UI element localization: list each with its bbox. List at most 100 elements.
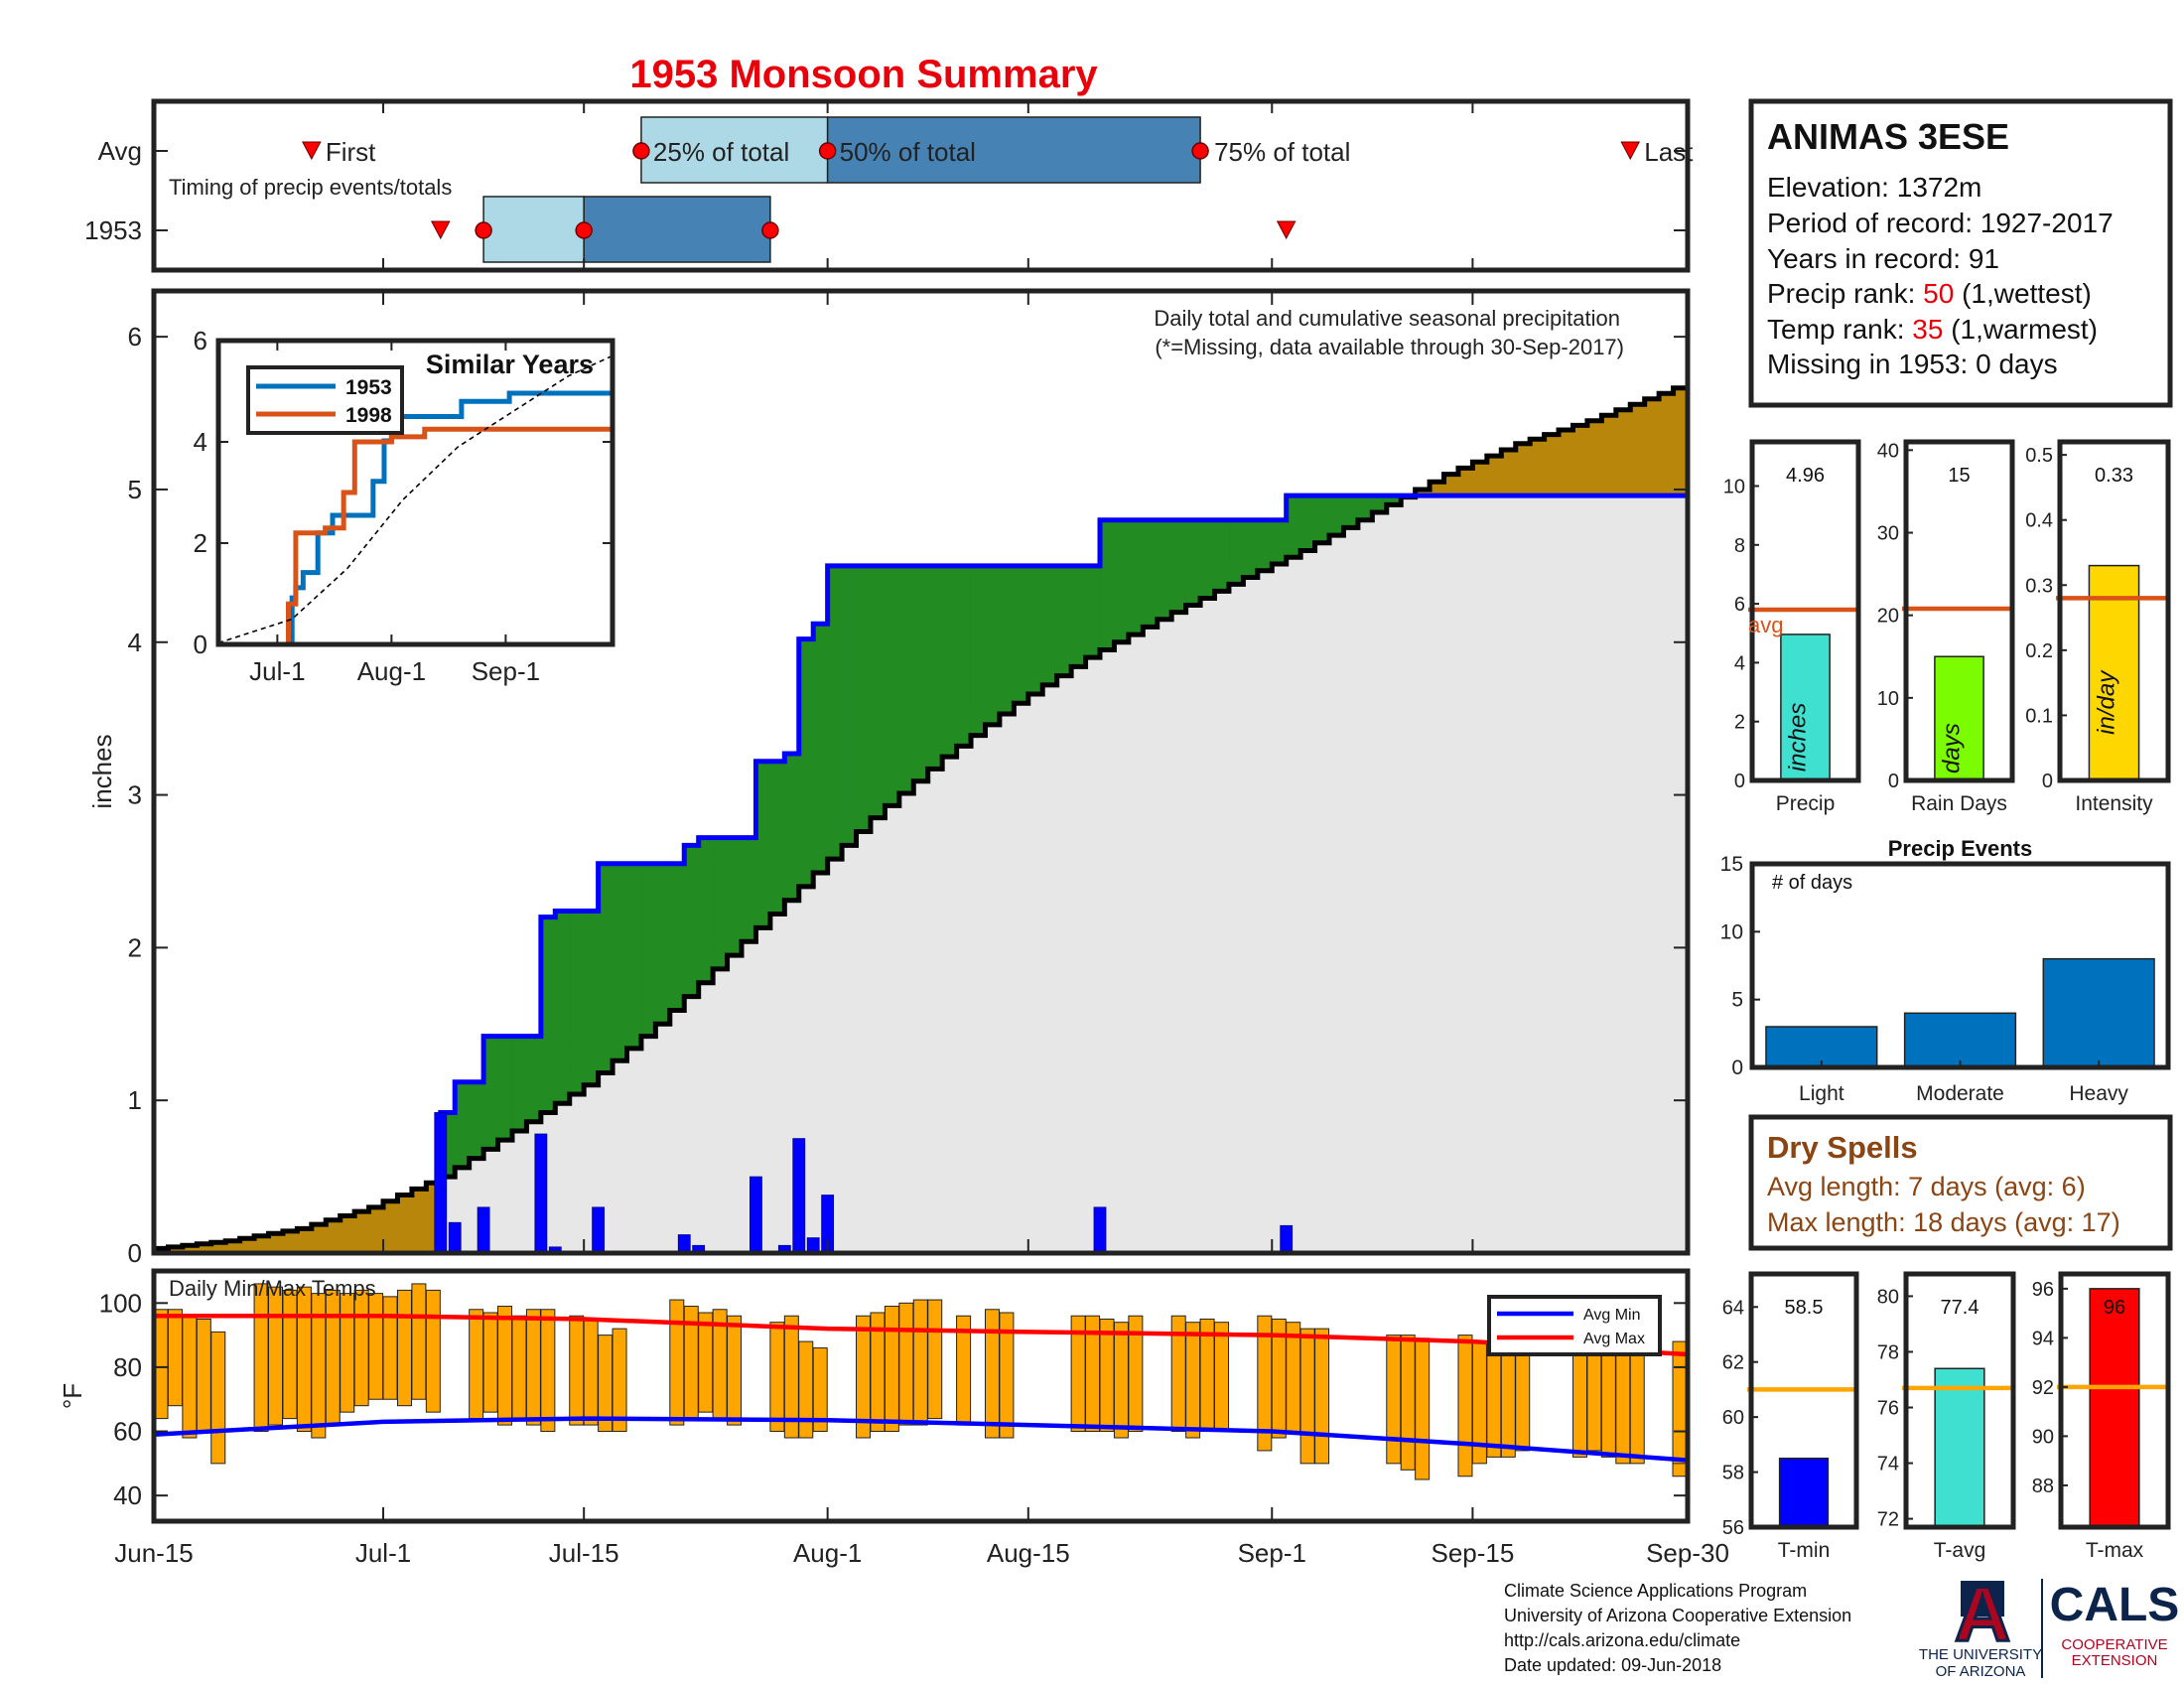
x-tick-label: Aug-15	[987, 1538, 1070, 1568]
events-bar	[2042, 957, 2155, 1068]
daily-temp-bar	[1515, 1340, 1531, 1452]
events-y-tick-label: 0	[1731, 1056, 1743, 1079]
avg-q25-marker	[632, 142, 650, 160]
station-years: Years in record: 91	[1767, 243, 1999, 274]
daily-temp-bar	[812, 1347, 828, 1433]
station-name: ANIMAS 3ESE	[1767, 116, 2009, 157]
inset-x-tick-label: Jul-1	[249, 656, 305, 686]
daily-temp-bar	[1314, 1328, 1330, 1465]
stat-unit-label: days	[1939, 723, 1966, 774]
stat-value-label: 0.33	[2095, 465, 2133, 487]
events-bar	[1903, 1012, 2017, 1068]
daily-precip-bar	[792, 1138, 806, 1254]
daily-temp-bar	[268, 1286, 284, 1426]
daily-temp-bar	[1486, 1343, 1502, 1458]
daily-temp-bar	[425, 1289, 441, 1413]
inset-y-tick-label: 0	[194, 630, 207, 659]
stat-panel-label: Intensity	[2075, 792, 2153, 815]
dry-spells-box: Dry Spells Avg length: 7 days (avg: 6) M…	[1748, 1114, 2173, 1251]
daily-temp-bar	[396, 1289, 412, 1407]
y-tick-label: 6	[128, 322, 142, 352]
stat-value-label: 96	[2104, 1297, 2125, 1319]
daily-temp-bar	[1600, 1347, 1616, 1458]
year-first-marker-icon	[430, 220, 451, 240]
events-category-label: Moderate	[1916, 1082, 2004, 1105]
daily-temp-bar	[1629, 1347, 1645, 1465]
temps-y-tick-label: 60	[113, 1417, 142, 1447]
daily-temp-bar	[469, 1309, 484, 1420]
missing-days: Missing in 1953: 0 days	[1767, 349, 2058, 379]
inset-title: Similar Years	[426, 350, 594, 379]
row-label-year: 1953	[84, 215, 142, 245]
daily-precip-bar	[677, 1234, 691, 1254]
daily-temp-bar	[368, 1293, 384, 1400]
stat-value-label: 77.4	[1941, 1297, 1979, 1319]
q50-label: 50% of total	[840, 137, 976, 167]
cals-logo-line-2: EXTENSION	[2072, 1652, 2158, 1669]
x-tick-label: Sep-30	[1646, 1538, 1729, 1568]
daily-temp-bar	[1400, 1335, 1416, 1471]
row-label-avg: Avg	[98, 136, 142, 166]
stat-y-tick-label: 96	[2032, 1279, 2054, 1301]
stat-panel-label: T-max	[2086, 1539, 2144, 1562]
footer-line-3: http://cals.arizona.edu/climate	[1504, 1630, 1740, 1650]
daily-temp-bar	[411, 1283, 427, 1400]
events-category-label: Heavy	[2069, 1082, 2128, 1105]
x-tick-label: Sep-15	[1431, 1538, 1514, 1568]
daily-precip-bar	[448, 1221, 462, 1254]
daily-temp-bar	[210, 1331, 226, 1465]
avg-max-line	[154, 1313, 1689, 1357]
stat-value-label: 58.5	[1785, 1297, 1824, 1319]
station-period: Period of record: 1927-2017	[1767, 208, 2114, 238]
ua-logo-line-1: THE UNIVERSITY	[1919, 1646, 2042, 1663]
stat-panel-label: T-avg	[1934, 1539, 1986, 1562]
y-tick-label: 0	[128, 1238, 142, 1268]
temps-legend	[1487, 1295, 1662, 1356]
daily-precip-bar	[592, 1206, 606, 1254]
chart-subtitle: (*=Missing, data available through 30-Se…	[1155, 335, 1624, 359]
daily-temp-bar	[1386, 1335, 1402, 1465]
stat-bar	[1934, 655, 1984, 781]
daily-temp-bar	[497, 1306, 513, 1426]
dry-avg-length: Avg length: 7 days (avg: 6)	[1767, 1172, 2086, 1201]
dry-max-length: Max length: 18 days (avg: 17)	[1767, 1207, 2120, 1237]
daily-temp-bar	[167, 1309, 183, 1407]
events-y-tick-label: 15	[1720, 853, 1743, 876]
daily-precip-bar	[477, 1206, 490, 1254]
timing-frame	[151, 98, 1691, 273]
ua-a-logo-icon: A	[1955, 1570, 2010, 1657]
first-label: First	[326, 137, 376, 167]
inset-legend	[246, 365, 404, 435]
stat-y-tick-label: 72	[1877, 1509, 1899, 1531]
daily-temp-bar	[282, 1289, 298, 1420]
normal-cumulative-area	[154, 382, 1688, 1253]
daily-precip-bar	[750, 1176, 762, 1254]
daily-temp-bar	[1286, 1322, 1301, 1433]
stat-y-tick-label: 0	[2042, 771, 2053, 792]
stat-avg-label: avg	[1748, 613, 1783, 637]
stat-panel-frame	[2058, 1271, 2171, 1530]
daily-temp-bar	[1672, 1353, 1688, 1465]
figure-title: 1953 Monsoon Summary	[629, 53, 1098, 96]
footer-line-1: Climate Science Applications Program	[1504, 1581, 1807, 1601]
daily-temp-bar	[525, 1309, 541, 1426]
stat-y-tick-label: 62	[1722, 1352, 1744, 1374]
stat-y-tick-label: 94	[2032, 1328, 2054, 1349]
stat-y-tick-label: 74	[1877, 1454, 1899, 1476]
temp-rank: Temp rank: 35 (1,warmest)	[1767, 314, 2098, 345]
stat-y-tick-label: 10	[1723, 476, 1745, 497]
daily-temp-bar	[569, 1315, 585, 1426]
avg-last-marker-icon	[1620, 141, 1641, 161]
station-elevation: Elevation: 1372m	[1767, 172, 1981, 203]
daily-temp-bar	[984, 1309, 1000, 1439]
stat-y-tick-label: 88	[2032, 1476, 2054, 1497]
inset-legend-label: 1953	[345, 376, 392, 399]
stat-panel-label: Rain Days	[1911, 792, 2007, 815]
year-q25-q50-box	[482, 196, 585, 263]
stat-y-tick-label: 64	[1722, 1297, 1744, 1319]
stat-bar	[2089, 1288, 2140, 1528]
x-tick-label: Aug-1	[793, 1538, 862, 1568]
daily-temp-bar	[182, 1315, 198, 1439]
daily-temp-bar	[698, 1312, 714, 1413]
